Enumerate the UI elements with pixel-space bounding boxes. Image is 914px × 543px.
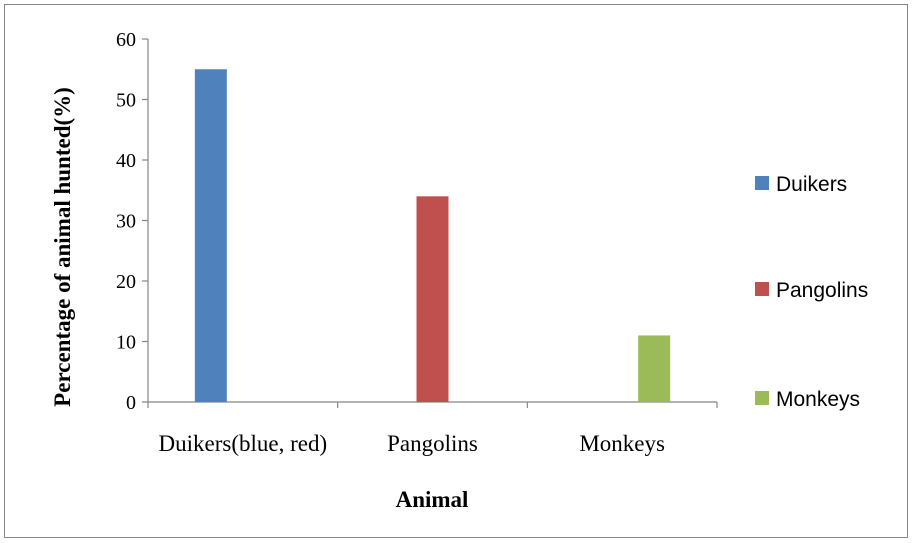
x-category-label: Monkeys <box>579 431 665 456</box>
y-axis-title: Percentage of animal hunted(%) <box>50 87 75 407</box>
y-tick-label: 20 <box>116 271 136 293</box>
y-axis-ticks: 0 10 20 30 40 50 60 <box>116 29 718 414</box>
x-axis-categories: Duikers(blue, red) Pangolins Monkeys <box>159 431 665 456</box>
legend-label-duikers: Duikers <box>776 173 847 196</box>
y-tick-label: 10 <box>116 332 136 354</box>
chart-frame <box>4 4 908 538</box>
x-category-label: Duikers(blue, red) <box>159 431 328 456</box>
x-category-label: Pangolins <box>387 431 478 456</box>
y-tick-label: 40 <box>116 150 136 172</box>
bar-monkeys <box>638 335 671 402</box>
bar-pangolins <box>416 196 449 402</box>
legend-swatch-duikers <box>755 176 769 190</box>
bar-duikers <box>194 69 227 402</box>
y-tick-label: 50 <box>116 90 136 112</box>
y-tick-label: 30 <box>116 211 136 233</box>
y-tick-label: 60 <box>116 29 136 51</box>
plot-area <box>147 39 717 403</box>
x-axis-title: Animal <box>396 487 469 512</box>
legend-swatch-monkeys <box>755 391 769 405</box>
legend-swatch-pangolins <box>755 282 769 296</box>
legend: Duikers Pangolins Monkeys <box>755 173 868 411</box>
legend-label-monkeys: Monkeys <box>776 388 860 411</box>
y-tick-label: 0 <box>126 392 136 414</box>
legend-label-pangolins: Pangolins <box>776 279 868 302</box>
